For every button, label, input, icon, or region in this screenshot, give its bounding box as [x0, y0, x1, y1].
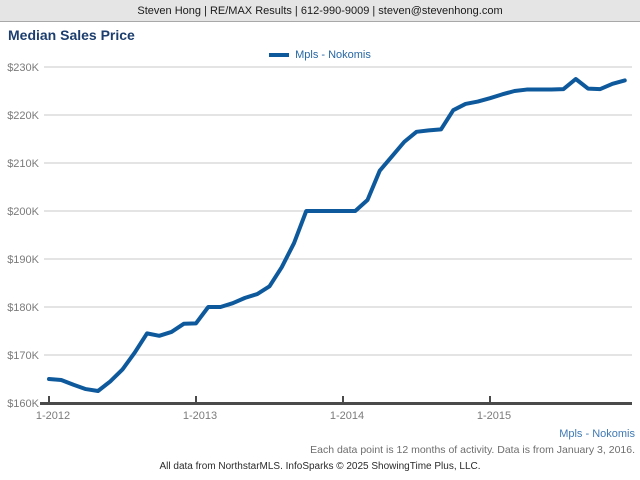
footer-data-note: Each data point is 12 months of activity… — [310, 444, 635, 456]
y-tick-label: $180K — [7, 302, 39, 314]
page-title: Median Sales Price — [8, 27, 135, 43]
x-tick-label: 1-2012 — [36, 410, 70, 422]
footer-series-label: Mpls - Nokomis — [559, 428, 635, 440]
y-tick-label: $190K — [7, 254, 39, 266]
contact-header-bar: Steven Hong | RE/MAX Results | 612-990-9… — [0, 0, 640, 22]
x-tick-label: 1-2014 — [330, 410, 364, 422]
y-tick-label: $230K — [7, 62, 39, 74]
x-tick-label: 1-2013 — [183, 410, 217, 422]
series-line-mpls-nokomis — [47, 77, 627, 393]
contact-info: Steven Hong | RE/MAX Results | 612-990-9… — [137, 4, 503, 17]
footer-attribution: All data from NorthstarMLS. InfoSparks ©… — [159, 461, 481, 472]
y-tick-label: $170K — [7, 350, 39, 362]
chart-legend: Mpls - Nokomis — [0, 49, 640, 61]
y-tick-label: $160K — [7, 398, 39, 410]
legend-label: Mpls - Nokomis — [295, 49, 371, 61]
x-tick-label: 1-2015 — [477, 410, 511, 422]
y-tick-label: $220K — [7, 110, 39, 122]
legend-line-swatch — [269, 53, 290, 57]
y-tick-label: $210K — [7, 158, 39, 170]
y-tick-label: $200K — [7, 206, 39, 218]
